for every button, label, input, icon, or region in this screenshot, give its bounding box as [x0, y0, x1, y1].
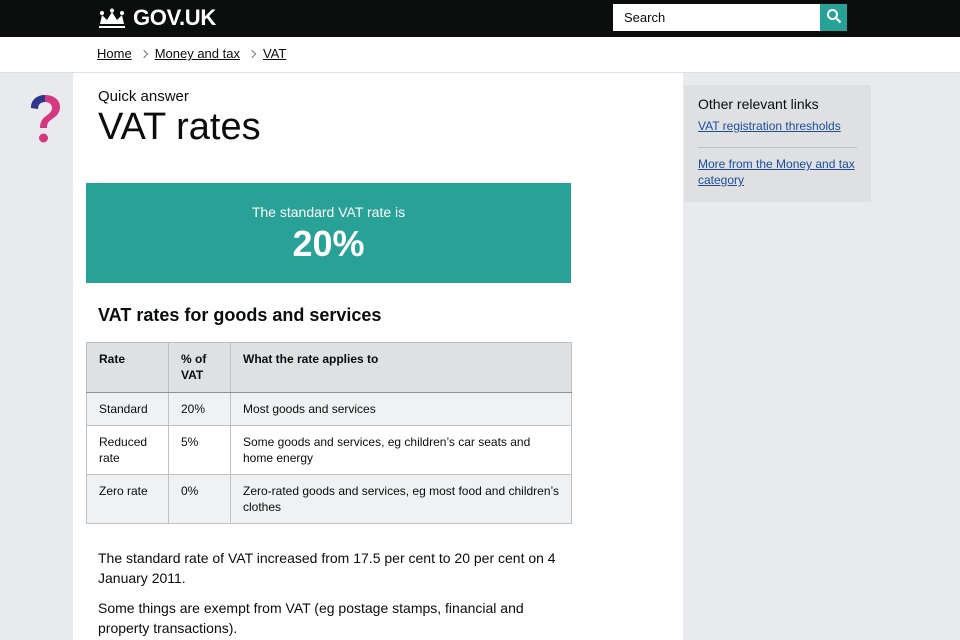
table-header-row: Rate % of VAT What the rate applies to	[86, 342, 572, 393]
govuk-logo-link[interactable]: GOV.UK	[97, 5, 216, 31]
crown-icon	[97, 8, 127, 28]
related-link-more-money-and-tax[interactable]: More from the Money and tax category	[698, 157, 855, 187]
page-kicker: Quick answer	[98, 88, 189, 105]
vat-rates-table: Rate % of VAT What the rate applies to S…	[86, 342, 572, 524]
search-input[interactable]	[613, 4, 820, 31]
breadcrumb-money-and-tax[interactable]: Money and tax	[154, 46, 240, 61]
table-row: Standard 20% Most goods and services	[86, 392, 572, 426]
header-applies-to: What the rate applies to	[230, 342, 572, 393]
table-row: Zero rate 0% Zero-rated goods and servic…	[86, 474, 572, 524]
header-rate: Rate	[86, 342, 169, 393]
breadcrumb-bar: Home Money and tax VAT	[0, 37, 960, 73]
related-links-panel: Other relevant links VAT registration th…	[684, 85, 871, 202]
table-row: Reduced rate 5% Some goods and services,…	[86, 425, 572, 475]
cell-percent: 0%	[168, 474, 231, 524]
related-link-vat-registration-thresholds[interactable]: VAT registration thresholds	[698, 119, 841, 133]
chevron-right-icon	[247, 49, 257, 58]
page-title: VAT rates	[98, 106, 261, 148]
logo-text: GOV.UK	[133, 5, 216, 30]
cell-applies-to: Some goods and services, eg children’s c…	[230, 425, 572, 475]
search-form	[613, 4, 847, 31]
chevron-right-icon	[139, 49, 148, 58]
related-divider	[698, 147, 857, 148]
cell-rate: Reduced rate	[86, 425, 169, 475]
site-header: GOV.UK	[0, 0, 960, 37]
cell-percent: 5%	[168, 425, 231, 475]
section-title: VAT rates for goods and services	[98, 305, 382, 325]
header-percent: % of VAT	[168, 342, 231, 393]
body-paragraph: The standard rate of VAT increased from …	[98, 550, 556, 586]
cell-percent: 20%	[168, 392, 231, 426]
magnifier-icon	[826, 8, 842, 27]
answer-panel: The standard VAT rate is 20%	[86, 183, 571, 283]
breadcrumb: Home Money and tax VAT	[97, 46, 286, 61]
cell-applies-to: Most goods and services	[230, 392, 572, 426]
related-title: Other relevant links	[698, 96, 819, 112]
search-button[interactable]	[820, 4, 847, 31]
answer-label: The standard VAT rate is	[251, 204, 406, 220]
left-gutter	[0, 73, 73, 640]
cell-rate: Zero rate	[86, 474, 169, 524]
cell-rate: Standard	[86, 392, 169, 426]
body-paragraph: Some things are exempt from VAT (eg post…	[98, 600, 524, 636]
question-mark-icon	[26, 94, 66, 151]
cell-applies-to: Zero-rated goods and services, eg most f…	[230, 474, 572, 524]
answer-value: 20%	[292, 223, 365, 264]
breadcrumb-vat[interactable]: VAT	[262, 46, 287, 61]
breadcrumb-home[interactable]: Home	[97, 46, 132, 61]
